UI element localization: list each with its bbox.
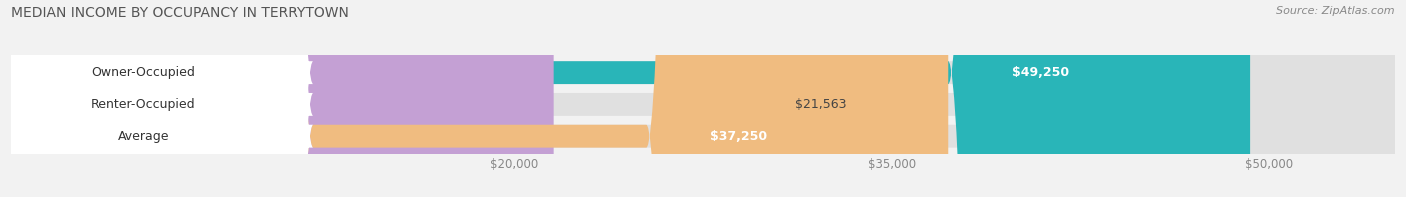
Text: $21,563: $21,563 [796,98,846,111]
Text: Average: Average [118,130,169,143]
FancyBboxPatch shape [11,0,1395,197]
FancyBboxPatch shape [0,0,314,197]
FancyBboxPatch shape [11,0,1395,197]
Text: MEDIAN INCOME BY OCCUPANCY IN TERRYTOWN: MEDIAN INCOME BY OCCUPANCY IN TERRYTOWN [11,6,349,20]
FancyBboxPatch shape [0,0,314,197]
Text: $37,250: $37,250 [710,130,768,143]
Text: $49,250: $49,250 [1012,66,1069,79]
Text: Renter-Occupied: Renter-Occupied [91,98,195,111]
Text: Source: ZipAtlas.com: Source: ZipAtlas.com [1277,6,1395,16]
FancyBboxPatch shape [11,0,948,197]
Text: Owner-Occupied: Owner-Occupied [91,66,195,79]
FancyBboxPatch shape [11,0,554,197]
FancyBboxPatch shape [0,0,314,197]
FancyBboxPatch shape [11,0,1395,197]
FancyBboxPatch shape [11,0,1250,197]
